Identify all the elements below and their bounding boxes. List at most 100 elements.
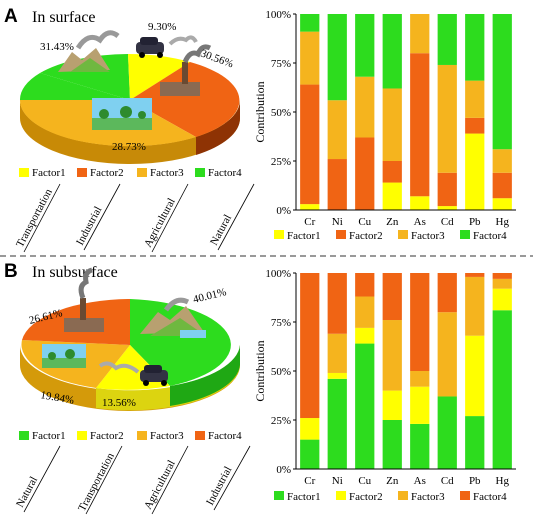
bar-segment-zn-factor1: [382, 182, 402, 210]
pie-a-label-factor4: 31.43%: [40, 41, 74, 53]
pie-b-label-factor3: 19.84%: [39, 389, 74, 407]
svg-text:Factor3: Factor3: [150, 167, 184, 179]
bar-segment-zn-factor3: [382, 320, 402, 391]
bar-segment-cd-factor3: [437, 312, 457, 397]
pie-a-source-labels: Transportation Industrial Agricultural N…: [14, 183, 255, 253]
source-label-b-3: Agricultural: [142, 458, 178, 511]
bar-segment-zn-factor4: [382, 14, 402, 89]
pie-a-legend-item-factor3: Factor3: [137, 167, 184, 179]
pie-b-legend-item-factor1: Factor1: [19, 430, 66, 442]
pie-b-legend-item-factor3: Factor3: [137, 430, 184, 442]
x-tick-label: As: [414, 216, 426, 228]
legend-label-factor3: Factor3: [411, 491, 445, 503]
bar-segment-hg-factor4: [492, 273, 512, 279]
legend-label-factor3: Factor3: [411, 230, 445, 242]
svg-text:Factor1: Factor1: [32, 430, 66, 442]
panel-b: B In subsurface: [4, 261, 516, 515]
bar-segment-cu-factor4: [355, 273, 375, 297]
bar-segment-zn-factor3: [382, 88, 402, 161]
bar-segment-ni-factor2: [327, 159, 347, 210]
bar-segment-cu-factor1: [355, 343, 375, 469]
bar-segment-ni-factor3: [327, 333, 347, 373]
legend-swatch-factor2: [336, 491, 346, 500]
bar-segment-cu-factor3: [355, 296, 375, 328]
bar-segment-ni-factor2: [327, 372, 347, 379]
farmland-illustration-b: [42, 344, 86, 368]
bar-segment-pb-factor2: [465, 117, 485, 134]
x-tick-label: Cr: [304, 216, 315, 228]
car-icon-a: [136, 35, 198, 58]
x-tick-label: As: [414, 475, 426, 487]
factory-icon-b: [64, 267, 104, 332]
pie-b-legend-item-factor4: Factor4: [195, 430, 242, 442]
x-tick-label: Ni: [332, 216, 343, 228]
y-tick-label: 75%: [271, 58, 291, 70]
bar-segment-cd-factor4: [437, 273, 457, 313]
panel-a: A In surface: [4, 6, 516, 253]
bar-segment-cu-factor2: [355, 137, 375, 210]
bar-segment-as-factor2: [410, 53, 430, 197]
x-tick-label: Zn: [386, 475, 399, 487]
pie-chart-a: 31.43% 9.30% 30.56% 28.73%: [19, 21, 241, 164]
y-axis-label: Contribution: [253, 81, 267, 142]
bar-segment-ni-factor4: [327, 273, 347, 334]
pie-a-slice-factor4-top: [40, 54, 130, 100]
farmland-illustration-a: [92, 98, 152, 130]
legend-swatch-factor4: [460, 491, 470, 500]
pie-b-source-labels: Natural Transportation Agricultural Indu…: [14, 445, 251, 515]
bar-segment-pb-factor3: [465, 80, 485, 118]
bar-segment-hg-factor2: [492, 288, 512, 311]
legend-label-factor2: Factor2: [349, 230, 383, 242]
source-label-a-1: Transportation: [14, 186, 55, 249]
x-tick-label: Cu: [358, 475, 371, 487]
bar-segment-hg-factor3: [492, 278, 512, 289]
pie-a-slice-factor4-top-2: [19, 73, 130, 100]
x-tick-label: Zn: [386, 216, 399, 228]
legend-label-factor1: Factor1: [287, 230, 321, 242]
bar-segment-as-factor3: [410, 371, 430, 387]
bar-segment-hg-factor1: [492, 198, 512, 210]
bar-segment-zn-factor1: [382, 420, 402, 469]
pie-a-label-factor1: 9.30%: [148, 21, 176, 33]
bar-segment-pb-factor3: [465, 276, 485, 336]
bar-segment-ni-factor1: [327, 378, 347, 469]
volcano-illustration-a: [58, 30, 120, 72]
x-tick-label: Ni: [332, 475, 343, 487]
y-tick-label: 50%: [271, 107, 291, 119]
bar-segment-as-factor3: [410, 14, 430, 54]
x-tick-label: Hg: [496, 216, 510, 228]
panel-title-b: In subsurface: [32, 264, 118, 281]
pie-chart-b: 26.61% 40.01% 19.84% 13.56%: [20, 267, 240, 411]
pie-a-legend-item-factor4: Factor4: [195, 167, 242, 179]
bar-segment-hg-factor3: [492, 149, 512, 173]
bar-segment-pb-factor1: [465, 416, 485, 469]
bar-segment-zn-factor2: [382, 161, 402, 183]
y-tick-label: 100%: [265, 268, 291, 280]
pie-a-legend-item-factor1: Factor1: [19, 167, 66, 179]
bar-segment-as-factor1: [410, 196, 430, 210]
panel-letter-a: A: [4, 6, 18, 27]
pie-a-label-factor3: 28.73%: [112, 141, 146, 153]
legend-swatch-factor1: [274, 230, 284, 239]
bar-segment-cd-factor1: [437, 206, 457, 210]
legend-label-factor2: Factor2: [349, 491, 383, 503]
svg-text:Factor2: Factor2: [90, 167, 124, 179]
bar-segment-cr-factor4: [300, 273, 320, 419]
bar-segment-hg-factor1: [492, 310, 512, 469]
bar-segment-cu-factor4: [355, 14, 375, 77]
legend-swatch-factor1: [274, 491, 284, 500]
bar-segment-cr-factor1: [300, 439, 320, 469]
pie-b-legend-item-factor2: Factor2: [77, 430, 124, 442]
legend-swatch-factor3: [398, 230, 408, 239]
bar-segment-cr-factor4: [300, 14, 320, 32]
legend-label-factor1: Factor1: [287, 491, 321, 503]
car-icon-b: [98, 361, 168, 386]
bar-segment-as-factor1: [410, 423, 430, 469]
bar-segment-pb-factor1: [465, 133, 485, 210]
legend-label-factor4: Factor4: [473, 491, 507, 503]
bar-segment-cu-factor3: [355, 76, 375, 138]
bar-segment-cr-factor2: [300, 418, 320, 440]
pie-a-side-factor3: [20, 100, 130, 164]
pie-b-label-factor2: 13.56%: [102, 397, 136, 409]
legend-swatch-factor2: [336, 230, 346, 239]
